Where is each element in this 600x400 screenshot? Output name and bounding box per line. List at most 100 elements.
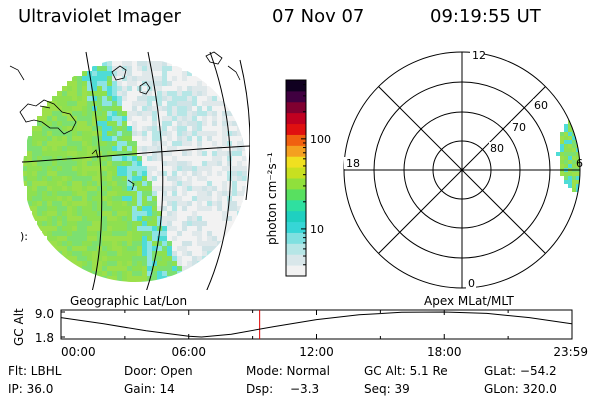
image-pixel <box>237 161 242 166</box>
image-pixel <box>162 226 167 231</box>
image-pixel <box>222 201 227 206</box>
image-pixel <box>162 211 167 216</box>
image-pixel <box>147 196 152 201</box>
image-pixel <box>217 141 222 146</box>
mlt-label-12: 12 <box>472 49 486 62</box>
image-pixel <box>177 211 182 216</box>
polar-pixel <box>576 152 580 156</box>
image-pixel <box>212 121 217 126</box>
image-pixel <box>177 201 182 206</box>
image-pixel <box>127 66 132 71</box>
image-pixel <box>67 96 72 101</box>
image-pixel <box>227 106 232 111</box>
image-pixel <box>127 86 132 91</box>
colorbar-segment <box>286 199 306 212</box>
image-pixel <box>122 101 127 106</box>
image-pixel <box>237 181 242 186</box>
image-pixel <box>77 131 82 136</box>
image-pixel <box>202 176 207 181</box>
image-pixel <box>177 106 182 111</box>
image-pixel <box>142 86 147 91</box>
colorbar-segment <box>286 254 306 266</box>
image-pixel <box>52 216 57 221</box>
image-pixel <box>57 191 62 196</box>
image-pixel <box>177 136 182 141</box>
image-pixel <box>172 71 177 76</box>
image-pixel <box>107 156 112 161</box>
image-pixel <box>152 126 157 131</box>
polar-pixel <box>572 180 576 184</box>
polar-pixel <box>564 156 568 160</box>
image-pixel <box>162 186 167 191</box>
image-pixel <box>137 246 142 251</box>
image-pixel <box>212 241 217 246</box>
image-pixel <box>42 226 47 231</box>
image-pixel <box>92 151 97 156</box>
polar-pixel <box>564 180 568 184</box>
image-pixel <box>137 221 142 226</box>
image-pixel <box>197 166 202 171</box>
image-pixel <box>157 221 162 226</box>
polar-pixel <box>564 152 568 156</box>
image-pixel <box>92 221 97 226</box>
image-pixel <box>152 151 157 156</box>
image-pixel <box>197 96 202 101</box>
image-pixel <box>67 216 72 221</box>
image-pixel <box>107 86 112 91</box>
image-pixel <box>72 136 77 141</box>
image-pixel <box>167 191 172 196</box>
image-pixel <box>212 246 217 251</box>
image-pixel <box>117 246 122 251</box>
polar-pixel <box>576 116 580 120</box>
polar-pixel <box>572 176 576 180</box>
image-pixel <box>232 206 237 211</box>
image-pixel <box>197 91 202 96</box>
image-pixel <box>237 206 242 211</box>
image-pixel <box>207 206 212 211</box>
image-pixel <box>167 156 172 161</box>
image-pixel <box>62 146 67 151</box>
image-pixel <box>197 136 202 141</box>
image-pixel <box>107 126 112 131</box>
image-pixel <box>132 246 137 251</box>
image-pixel <box>102 191 107 196</box>
image-pixel <box>202 161 207 166</box>
image-pixel <box>167 131 172 136</box>
polar-pixel <box>576 176 580 180</box>
mlt-label-18: 18 <box>346 157 360 170</box>
image-pixel <box>132 71 137 76</box>
image-pixel <box>57 186 62 191</box>
image-pixel <box>197 251 202 256</box>
image-pixel <box>97 66 102 71</box>
image-pixel <box>87 226 92 231</box>
image-pixel <box>62 251 67 256</box>
image-pixel <box>182 121 187 126</box>
image-pixel <box>147 211 152 216</box>
image-pixel <box>197 156 202 161</box>
image-pixel <box>102 131 107 136</box>
image-pixel <box>52 176 57 181</box>
image-pixel <box>207 236 212 241</box>
image-pixel <box>37 186 42 191</box>
image-pixel <box>62 216 67 221</box>
image-pixel <box>127 216 132 221</box>
image-pixel <box>122 136 127 141</box>
image-pixel <box>182 181 187 186</box>
image-pixel <box>52 166 57 171</box>
image-pixel <box>157 116 162 121</box>
image-pixel <box>52 191 57 196</box>
image-pixel <box>87 201 92 206</box>
image-pixel <box>137 86 142 91</box>
image-pixel <box>192 176 197 181</box>
image-pixel <box>117 156 122 161</box>
image-pixel <box>137 166 142 171</box>
image-pixel <box>242 151 247 156</box>
image-pixel <box>92 121 97 126</box>
polar-pixel <box>576 172 580 176</box>
image-pixel <box>192 141 197 146</box>
image-pixel <box>62 176 67 181</box>
image-pixel <box>132 116 137 121</box>
image-pixel <box>37 181 42 186</box>
image-pixel <box>62 111 67 116</box>
image-pixel <box>72 126 77 131</box>
